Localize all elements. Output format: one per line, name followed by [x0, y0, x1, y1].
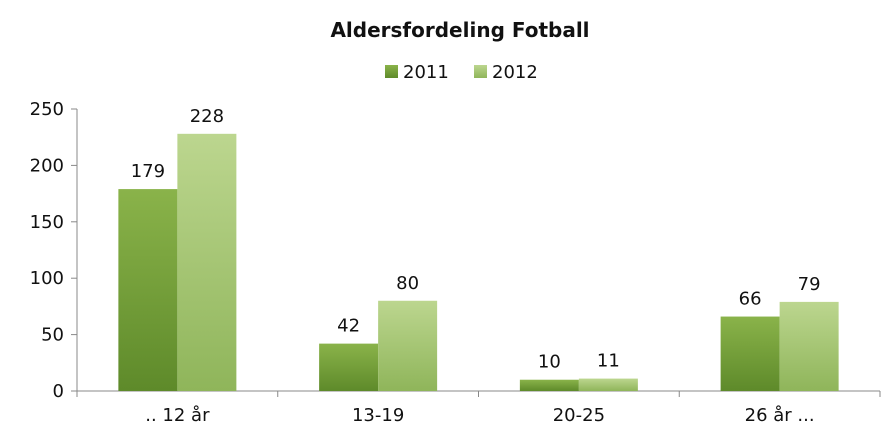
- bar-2012: [779, 301, 839, 391]
- y-tick-label: 200: [30, 155, 64, 176]
- data-label-2011: 66: [739, 289, 762, 310]
- data-label-2011: 10: [538, 352, 561, 373]
- y-axis: 0 50 100 150 200 250: [30, 99, 78, 402]
- y-tick-label: 250: [30, 99, 64, 120]
- x-axis: .. 12 år 13-19 20-25 26 år ...: [76, 390, 881, 426]
- data-label-2011: 179: [131, 161, 165, 182]
- data-label-2012: 79: [798, 274, 821, 295]
- legend-swatch-2012: [474, 65, 487, 78]
- bar-2011: [720, 316, 780, 391]
- data-label-2012: 80: [396, 273, 419, 294]
- legend: 2011 2012: [385, 62, 538, 83]
- bars: [118, 133, 839, 392]
- bar-2012: [378, 300, 438, 391]
- legend-swatch-2011: [385, 65, 398, 78]
- data-label-2011: 42: [337, 316, 360, 337]
- data-label-2012: 228: [190, 106, 224, 127]
- chart-title: Aldersfordeling Fotball: [330, 18, 589, 42]
- x-category-label: 26 år ...: [745, 405, 815, 426]
- bar-2012: [578, 378, 638, 391]
- legend-label-2012: 2012: [492, 62, 538, 83]
- y-tick-label: 150: [30, 212, 64, 233]
- y-tick-label: 100: [30, 268, 64, 289]
- y-tick-label: 50: [41, 325, 64, 346]
- x-category-label: 13-19: [352, 405, 404, 426]
- x-category-label: .. 12 år: [145, 405, 210, 426]
- bar-2012: [177, 133, 237, 392]
- data-labels: 179 228 42 80 10 11 66 79: [131, 106, 821, 373]
- y-tick-label: 0: [53, 381, 64, 402]
- legend-label-2011: 2011: [403, 62, 449, 83]
- bar-2011: [519, 379, 579, 391]
- bar-2011: [319, 343, 379, 391]
- data-label-2012: 11: [597, 351, 620, 372]
- x-category-label: 20-25: [553, 405, 605, 426]
- bar-2011: [118, 189, 178, 391]
